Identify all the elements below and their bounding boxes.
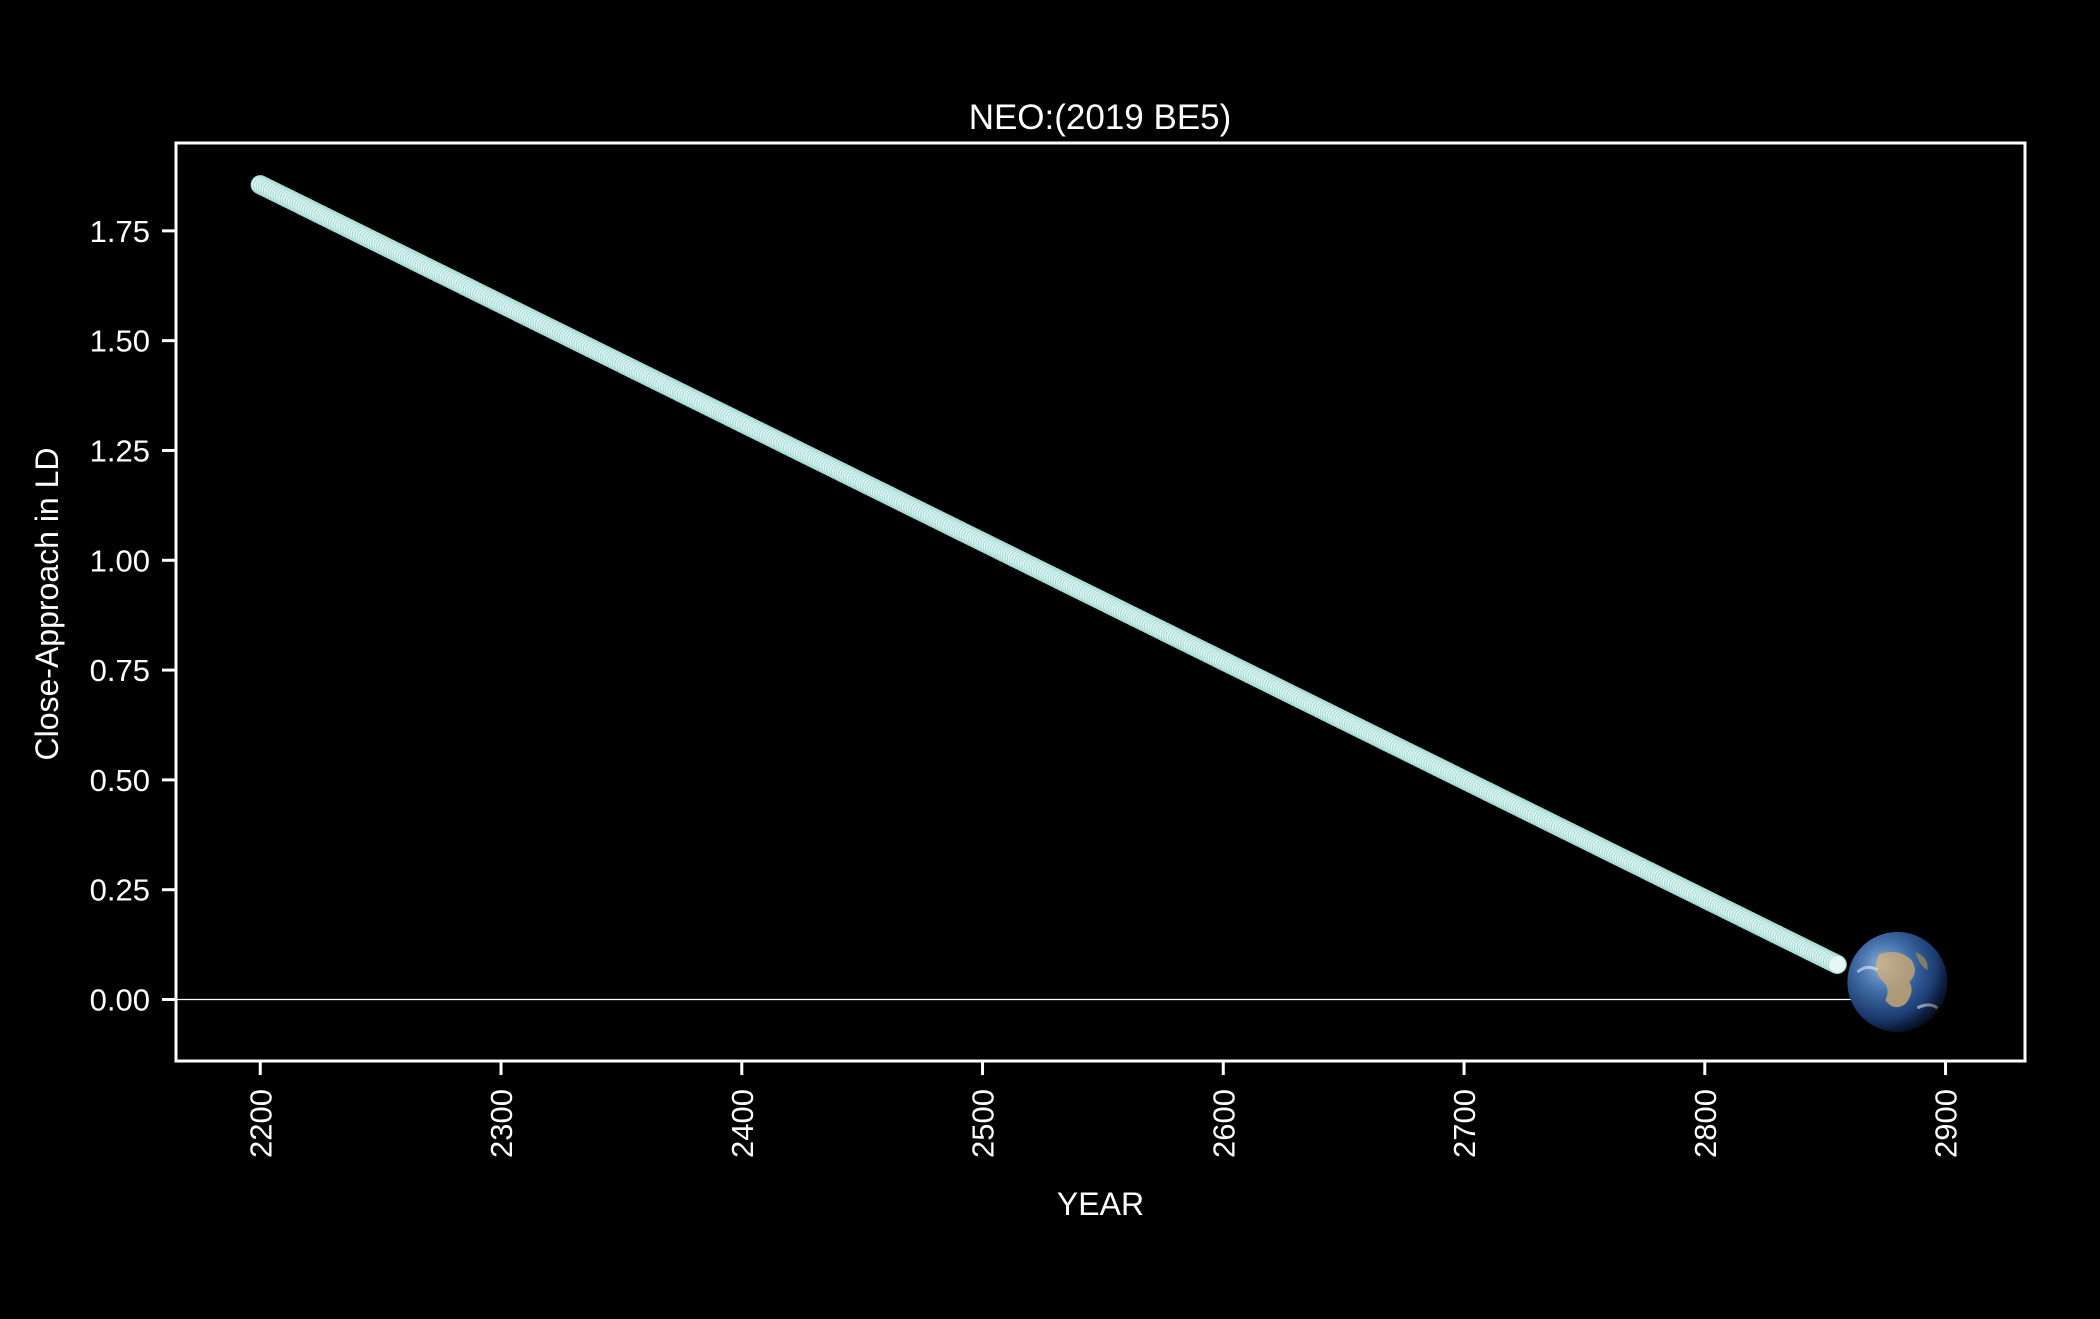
x-tick-label: 2300 [484, 1089, 519, 1158]
x-tick-label: 2800 [1688, 1089, 1723, 1158]
y-tick-label: 1.25 [90, 433, 150, 468]
y-axis-label: Close-Approach in LD [29, 447, 65, 760]
data-points [250, 175, 1847, 974]
y-tick-label: 1.75 [90, 214, 150, 249]
x-tick-label: 2900 [1929, 1089, 1964, 1158]
x-tick-label: 2200 [243, 1089, 278, 1158]
y-tick-label: 0.25 [90, 873, 150, 908]
x-tick-label: 2700 [1447, 1089, 1482, 1158]
earth-icon [1847, 931, 1948, 1032]
x-tick-label: 2500 [966, 1089, 1001, 1158]
plot-frame [174, 141, 2027, 1063]
y-tick-label: 0.50 [90, 763, 150, 798]
x-tick-label: 2600 [1206, 1089, 1241, 1158]
y-tick-label: 1.50 [90, 324, 150, 359]
y-tick-label: 0.00 [90, 983, 150, 1018]
x-tick-label: 2400 [725, 1089, 760, 1158]
y-axis: 0.00 0.25 0.50 0.75 1.00 1.25 1.50 1.75 [90, 214, 176, 1018]
x-axis: 2200 2300 2400 2500 2600 2700 2800 2900 [243, 1061, 1964, 1158]
y-tick-label: 0.75 [90, 653, 150, 688]
data-point [1827, 954, 1847, 974]
y-tick-label: 1.00 [90, 543, 150, 578]
x-axis-label: YEAR [1057, 1186, 1144, 1222]
chart-title: NEO:(2019 BE5) [969, 98, 1232, 137]
